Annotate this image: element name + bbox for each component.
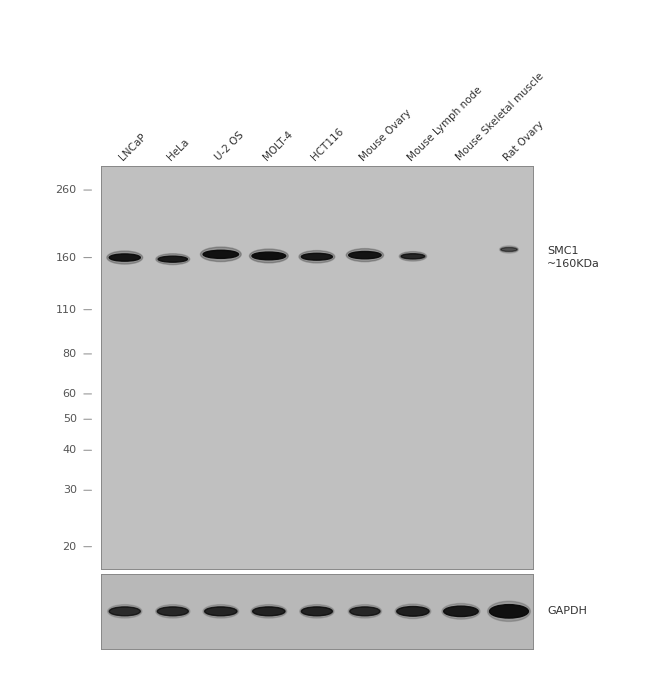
Ellipse shape: [108, 604, 142, 618]
Text: 50: 50: [62, 414, 77, 424]
Text: Mouse Skeletal muscle: Mouse Skeletal muscle: [454, 71, 545, 163]
Ellipse shape: [156, 254, 190, 265]
Ellipse shape: [396, 607, 429, 616]
Text: HeLa: HeLa: [166, 137, 191, 163]
Ellipse shape: [350, 607, 380, 615]
Ellipse shape: [109, 607, 140, 615]
Ellipse shape: [253, 607, 285, 615]
Text: 260: 260: [56, 185, 77, 195]
Ellipse shape: [157, 607, 188, 615]
Ellipse shape: [348, 251, 381, 259]
Ellipse shape: [444, 606, 478, 617]
Ellipse shape: [399, 252, 426, 261]
Ellipse shape: [346, 248, 384, 262]
Ellipse shape: [488, 601, 530, 622]
Text: GAPDH: GAPDH: [547, 607, 587, 616]
Ellipse shape: [205, 607, 237, 615]
Ellipse shape: [203, 250, 239, 258]
Ellipse shape: [302, 253, 332, 260]
Ellipse shape: [109, 254, 140, 262]
Text: 60: 60: [62, 389, 77, 399]
Text: 160: 160: [56, 253, 77, 263]
Text: LNCaP: LNCaP: [118, 132, 148, 163]
Ellipse shape: [299, 250, 335, 263]
Text: HCT116: HCT116: [310, 126, 346, 163]
Text: Mouse Ovary: Mouse Ovary: [358, 107, 413, 163]
Ellipse shape: [251, 604, 287, 618]
Ellipse shape: [158, 256, 187, 262]
Text: 20: 20: [62, 542, 77, 552]
Ellipse shape: [250, 249, 288, 263]
Ellipse shape: [200, 247, 241, 262]
Text: 110: 110: [56, 305, 77, 315]
Ellipse shape: [203, 604, 239, 618]
Ellipse shape: [500, 248, 517, 251]
Ellipse shape: [500, 246, 519, 253]
Ellipse shape: [155, 604, 190, 618]
Text: 40: 40: [62, 445, 77, 455]
Text: SMC1
~160KDa: SMC1 ~160KDa: [547, 246, 600, 269]
Ellipse shape: [300, 604, 334, 618]
Ellipse shape: [395, 604, 431, 619]
Text: 80: 80: [62, 349, 77, 359]
Ellipse shape: [107, 251, 142, 264]
Ellipse shape: [302, 607, 332, 615]
Text: Rat Ovary: Rat Ovary: [502, 119, 545, 163]
Text: MOLT-4: MOLT-4: [262, 129, 295, 163]
Ellipse shape: [348, 604, 382, 618]
Text: 30: 30: [62, 485, 77, 495]
Ellipse shape: [442, 604, 480, 619]
Text: Mouse Lymph node: Mouse Lymph node: [406, 84, 484, 163]
Ellipse shape: [401, 254, 425, 259]
Ellipse shape: [252, 252, 286, 259]
Ellipse shape: [489, 604, 528, 618]
Text: U-2 OS: U-2 OS: [214, 130, 246, 163]
